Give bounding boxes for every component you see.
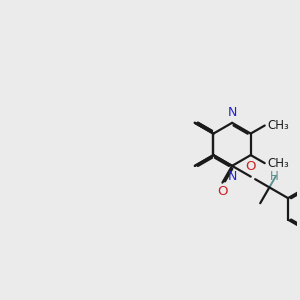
Text: H: H [269,170,278,183]
Text: O: O [217,185,228,199]
Text: N: N [227,106,237,119]
Text: O: O [245,160,256,172]
Text: CH₃: CH₃ [268,119,289,132]
Text: N: N [227,170,237,183]
Text: CH₃: CH₃ [268,157,289,170]
